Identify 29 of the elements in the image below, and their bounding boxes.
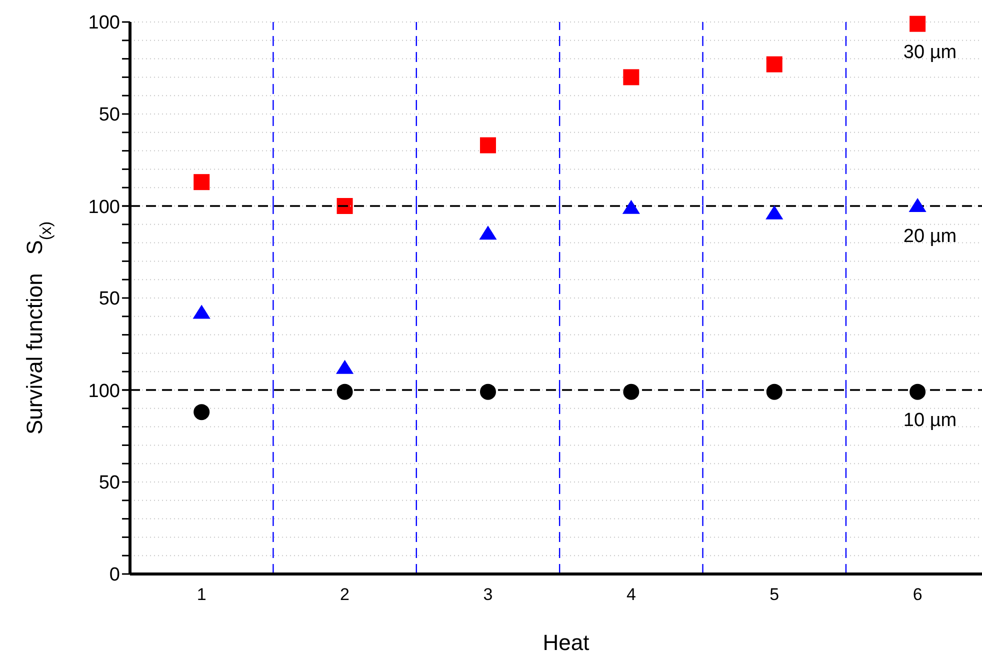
point — [336, 198, 353, 214]
x-tick-label: 4 — [626, 585, 636, 604]
x-tick-label: 2 — [340, 585, 350, 604]
y-tick-label: 50 — [98, 288, 120, 310]
x-tick-label: 1 — [196, 585, 206, 604]
point — [479, 226, 497, 240]
x-tick-label: 6 — [912, 585, 922, 604]
point — [766, 205, 784, 220]
y-tick-label: 100 — [88, 380, 120, 402]
x-tick-label: 5 — [770, 585, 780, 604]
point — [623, 69, 640, 86]
series-label: 20 µm — [902, 226, 958, 248]
x-axis-title: Heat — [542, 630, 590, 655]
x-tick-label: 3 — [483, 585, 493, 604]
y-tick-label: 100 — [88, 12, 120, 34]
point — [766, 56, 782, 72]
point — [192, 304, 210, 319]
y-tick-label: 0 — [109, 564, 120, 586]
series-label: 10 µm — [902, 410, 958, 432]
point — [622, 200, 640, 214]
point — [194, 174, 210, 190]
point — [480, 137, 496, 154]
y-tick-label: 50 — [98, 472, 120, 494]
y-tick-label: 50 — [98, 104, 120, 126]
y-tick-label: 100 — [88, 196, 120, 218]
point — [908, 198, 926, 212]
series-label: 30 µm — [902, 42, 958, 64]
point — [910, 16, 926, 32]
point — [336, 360, 354, 374]
